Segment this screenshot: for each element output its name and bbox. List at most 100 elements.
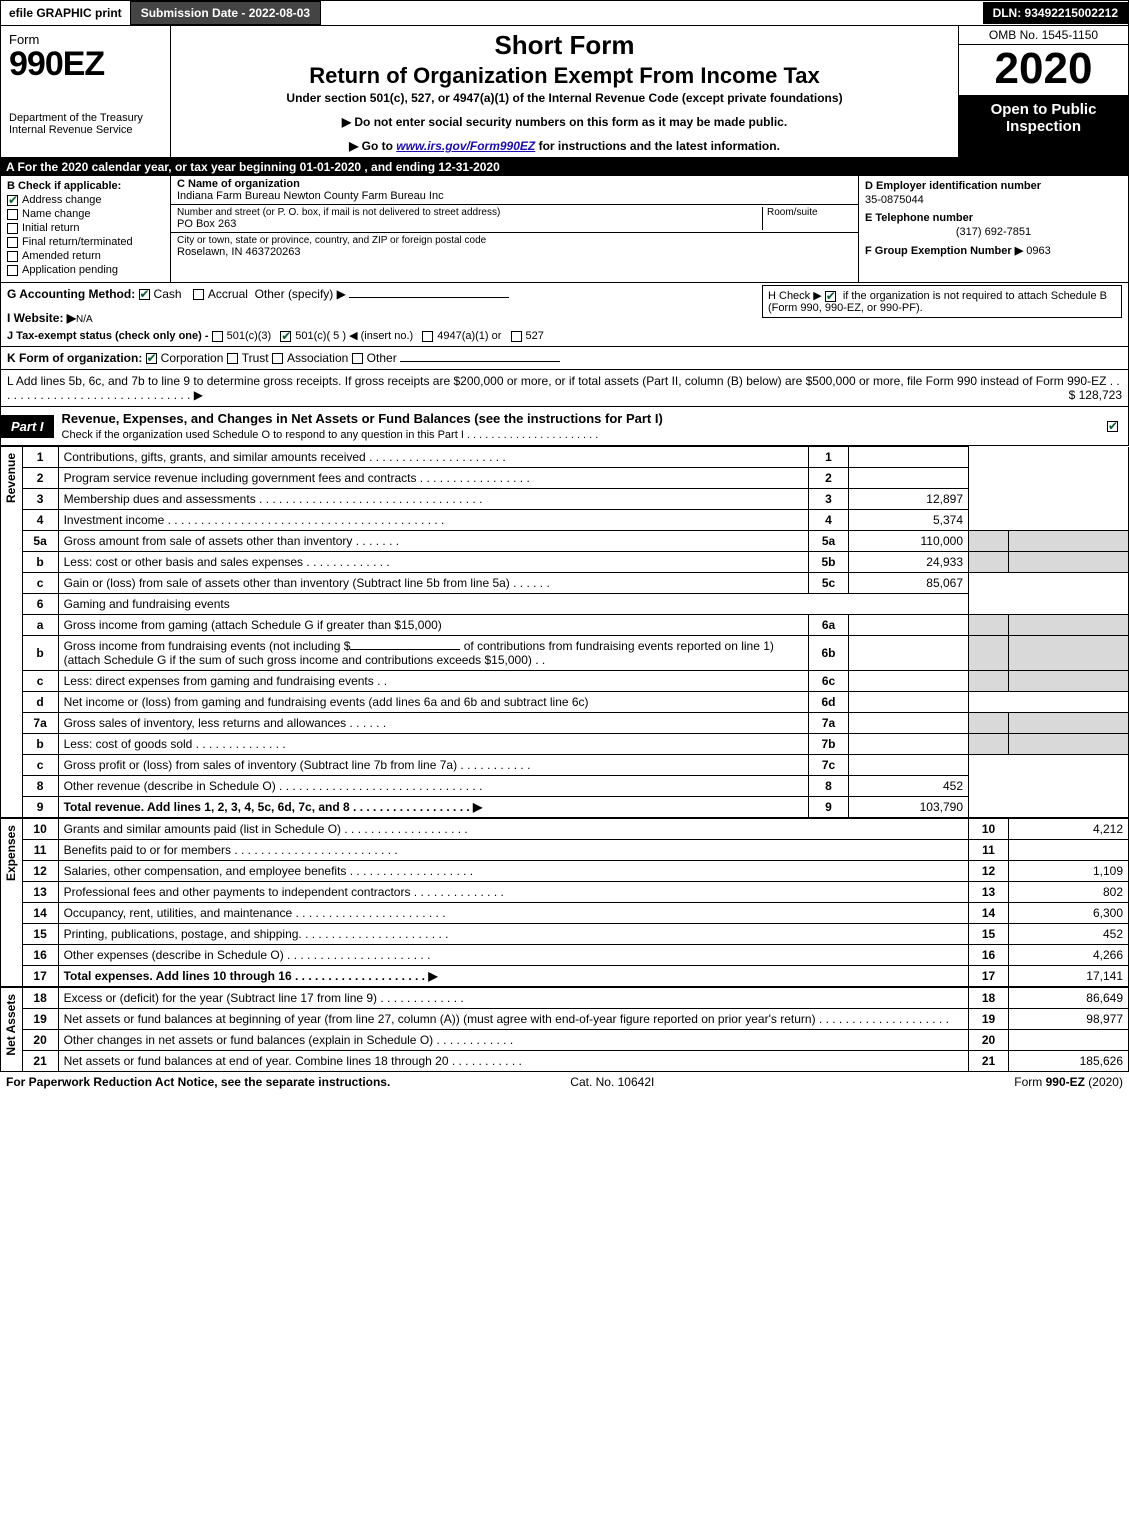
b-item-label: Application pending — [22, 264, 118, 276]
j-label: J Tax-exempt status (check only one) - — [7, 330, 209, 342]
h-checkbox[interactable] — [825, 291, 836, 302]
k-checkbox-2[interactable] — [272, 353, 283, 364]
b-header: B Check if applicable: — [7, 180, 164, 192]
row-g: G Accounting Method: Cash Accrual Other … — [0, 283, 1129, 347]
org-address: PO Box 263 — [177, 218, 762, 230]
other-method-input[interactable] — [349, 297, 509, 298]
line-12: 12 Salaries, other compensation, and emp… — [22, 861, 1128, 882]
l-amount: $ 128,723 — [1069, 388, 1122, 402]
line-6b: b Gross income from fundraising events (… — [22, 636, 1128, 671]
b-item-label: Name change — [22, 208, 91, 220]
line-7c: c Gross profit or (loss) from sales of i… — [22, 755, 1128, 776]
revenue-table: 1 Contributions, gifts, grants, and simi… — [22, 446, 1129, 818]
ein-value: 35-0875044 — [865, 194, 1122, 206]
top-bar: efile GRAPHIC print Submission Date - 20… — [0, 0, 1129, 26]
footer-cat: Cat. No. 10642I — [570, 1075, 654, 1089]
omb-number: OMB No. 1545-1150 — [959, 26, 1128, 45]
form-title-block: Short Form Return of Organization Exempt… — [171, 26, 958, 157]
netassets-vlabel: Net Assets — [0, 987, 22, 1072]
goto-note: ▶ Go to www.irs.gov/Form990EZ for instru… — [177, 139, 952, 153]
col-c: C Name of organization Indiana Farm Bure… — [171, 176, 858, 282]
form-header: Form 990EZ Department of the Treasury In… — [0, 26, 1129, 158]
part1-tag: Part I — [1, 415, 54, 438]
line-7a: 7a Gross sales of inventory, less return… — [22, 713, 1128, 734]
b-checkbox-0[interactable] — [7, 195, 18, 206]
org-city: Roselawn, IN 463720263 — [177, 246, 852, 258]
checkboxes-b: B Check if applicable: Address change Nam… — [1, 176, 171, 282]
line-4: 4 Investment income . . . . . . . . . . … — [22, 510, 1128, 531]
k-checkbox-0[interactable] — [146, 353, 157, 364]
line-10: 10 Grants and similar amounts paid (list… — [22, 819, 1128, 840]
line-11: 11 Benefits paid to or for members . . .… — [22, 840, 1128, 861]
goto-post: for instructions and the latest informat… — [535, 139, 780, 153]
form-id-block: Form 990EZ Department of the Treasury In… — [1, 26, 171, 157]
line-6c: c Less: direct expenses from gaming and … — [22, 671, 1128, 692]
short-form-title: Short Form — [177, 30, 952, 61]
footer-right: Form 990-EZ (2020) — [1014, 1075, 1123, 1089]
tel-label: E Telephone number — [865, 212, 1122, 224]
col-d: D Employer identification number 35-0875… — [858, 176, 1128, 282]
page-footer: For Paperwork Reduction Act Notice, see … — [0, 1072, 1129, 1089]
row-k: K Form of organization: Corporation Trus… — [0, 347, 1129, 370]
k-other-input[interactable] — [400, 361, 560, 362]
l-text: L Add lines 5b, 6c, and 7b to line 9 to … — [7, 374, 1120, 402]
addr-label: Number and street (or P. O. box, if mail… — [177, 207, 762, 218]
b-item-label: Initial return — [22, 222, 79, 234]
expenses-vlabel: Expenses — [0, 818, 22, 987]
b-checkbox-2[interactable] — [7, 223, 18, 234]
org-info-block: B Check if applicable: Address change Nam… — [0, 176, 1129, 283]
netassets-table: 18 Excess or (deficit) for the year (Sub… — [22, 987, 1129, 1072]
j-4947-checkbox[interactable] — [422, 331, 433, 342]
row-l: L Add lines 5b, 6c, and 7b to line 9 to … — [0, 370, 1129, 407]
b-checkbox-5[interactable] — [7, 265, 18, 276]
k-checkbox-3[interactable] — [352, 353, 363, 364]
h-box: H Check ▶ if the organization is not req… — [762, 285, 1122, 318]
cash-checkbox[interactable] — [139, 289, 150, 300]
line-21: 21 Net assets or fund balances at end of… — [22, 1051, 1128, 1072]
revenue-vlabel: Revenue — [0, 446, 22, 818]
submission-date-button[interactable]: Submission Date - 2022-08-03 — [130, 1, 321, 25]
b-item-label: Address change — [22, 194, 102, 206]
room-label: Room/suite — [762, 207, 852, 230]
line-17: 17 Total expenses. Add lines 10 through … — [22, 966, 1128, 987]
line-8: 8 Other revenue (describe in Schedule O)… — [22, 776, 1128, 797]
line-5c: c Gain or (loss) from sale of assets oth… — [22, 573, 1128, 594]
revenue-section: Revenue 1 Contributions, gifts, grants, … — [0, 446, 1129, 818]
main-title: Return of Organization Exempt From Incom… — [177, 63, 952, 89]
expenses-section: Expenses 10 Grants and similar amounts p… — [0, 818, 1129, 987]
tel-value: (317) 692-7851 — [865, 226, 1122, 238]
j-501c-checkbox[interactable] — [280, 331, 291, 342]
j-527-checkbox[interactable] — [511, 331, 522, 342]
b-checkbox-1[interactable] — [7, 209, 18, 220]
j-501c3-checkbox[interactable] — [212, 331, 223, 342]
form-meta-block: OMB No. 1545-1150 2020 Open to Public In… — [958, 26, 1128, 157]
ein-label: D Employer identification number — [865, 180, 1122, 192]
b-item-label: Amended return — [22, 250, 101, 262]
line-16: 16 Other expenses (describe in Schedule … — [22, 945, 1128, 966]
part1-title: Revenue, Expenses, and Changes in Net As… — [54, 407, 1107, 445]
website-value: N/A — [76, 314, 93, 325]
line-6d: d Net income or (loss) from gaming and f… — [22, 692, 1128, 713]
b-checkbox-3[interactable] — [7, 237, 18, 248]
b-checkbox-4[interactable] — [7, 251, 18, 262]
efile-label[interactable]: efile GRAPHIC print — [1, 2, 130, 24]
line-18: 18 Excess or (deficit) for the year (Sub… — [22, 988, 1128, 1009]
part1-header: Part I Revenue, Expenses, and Changes in… — [0, 407, 1129, 446]
accrual-checkbox[interactable] — [193, 289, 204, 300]
tax-year: 2020 — [959, 45, 1128, 95]
form-number: 990EZ — [9, 45, 162, 84]
line-2: 2 Program service revenue including gove… — [22, 468, 1128, 489]
dept-label: Department of the Treasury Internal Reve… — [9, 112, 162, 136]
line-9: 9 Total revenue. Add lines 1, 2, 3, 4, 5… — [22, 797, 1128, 818]
k-checkbox-1[interactable] — [227, 353, 238, 364]
part1-schedule-o-checkbox[interactable] — [1107, 421, 1118, 432]
line-19: 19 Net assets or fund balances at beginn… — [22, 1009, 1128, 1030]
line-3: 3 Membership dues and assessments . . . … — [22, 489, 1128, 510]
c-name-label: C Name of organization — [177, 178, 852, 190]
expenses-table: 10 Grants and similar amounts paid (list… — [22, 818, 1129, 987]
irs-link[interactable]: www.irs.gov/Form990EZ — [396, 139, 535, 153]
dln-label: DLN: 93492215002212 — [983, 2, 1128, 24]
subtitle: Under section 501(c), 527, or 4947(a)(1)… — [177, 91, 952, 105]
line-15: 15 Printing, publications, postage, and … — [22, 924, 1128, 945]
ssn-note: ▶ Do not enter social security numbers o… — [177, 115, 952, 129]
